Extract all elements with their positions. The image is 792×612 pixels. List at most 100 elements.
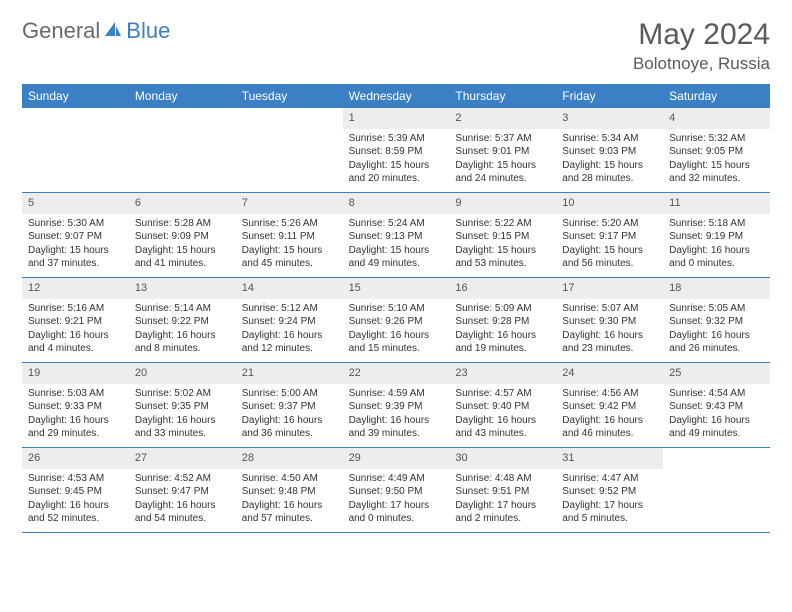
daylight-line-2: and 29 minutes. xyxy=(28,427,123,441)
day-body: Sunrise: 4:49 AMSunset: 9:50 PMDaylight:… xyxy=(343,469,450,531)
day-number: 3 xyxy=(556,108,663,129)
sunset-line: Sunset: 9:13 PM xyxy=(349,230,444,244)
day-cell-25: 25Sunrise: 4:54 AMSunset: 9:43 PMDayligh… xyxy=(663,363,770,447)
daylight-line-1: Daylight: 16 hours xyxy=(28,499,123,513)
sunset-line: Sunset: 9:07 PM xyxy=(28,230,123,244)
daylight-line-1: Daylight: 16 hours xyxy=(28,329,123,343)
day-number: 24 xyxy=(556,363,663,384)
day-number: 20 xyxy=(129,363,236,384)
day-body: Sunrise: 4:48 AMSunset: 9:51 PMDaylight:… xyxy=(449,469,556,531)
day-cell-1: 1Sunrise: 5:39 AMSunset: 8:59 PMDaylight… xyxy=(343,108,450,192)
daylight-line-1: Daylight: 16 hours xyxy=(562,329,657,343)
daylight-line-1: Daylight: 15 hours xyxy=(28,244,123,258)
daylight-line-1: Daylight: 16 hours xyxy=(135,414,230,428)
weekday-wednesday: Wednesday xyxy=(343,84,450,108)
day-cell-empty xyxy=(129,108,236,192)
sunset-line: Sunset: 9:15 PM xyxy=(455,230,550,244)
day-number: 22 xyxy=(343,363,450,384)
daylight-line-2: and 15 minutes. xyxy=(349,342,444,356)
daylight-line-2: and 20 minutes. xyxy=(349,172,444,186)
day-body: Sunrise: 5:18 AMSunset: 9:19 PMDaylight:… xyxy=(663,214,770,276)
day-cell-15: 15Sunrise: 5:10 AMSunset: 9:26 PMDayligh… xyxy=(343,278,450,362)
month-title: May 2024 xyxy=(633,18,770,52)
title-block: May 2024 Bolotnoye, Russia xyxy=(633,18,770,74)
day-number: 21 xyxy=(236,363,343,384)
sunrise-line: Sunrise: 4:59 AM xyxy=(349,387,444,401)
daylight-line-2: and 0 minutes. xyxy=(349,512,444,526)
daylight-line-2: and 0 minutes. xyxy=(669,257,764,271)
day-cell-6: 6Sunrise: 5:28 AMSunset: 9:09 PMDaylight… xyxy=(129,193,236,277)
daylight-line-1: Daylight: 16 hours xyxy=(669,329,764,343)
day-cell-22: 22Sunrise: 4:59 AMSunset: 9:39 PMDayligh… xyxy=(343,363,450,447)
daylight-line-2: and 56 minutes. xyxy=(562,257,657,271)
day-cell-2: 2Sunrise: 5:37 AMSunset: 9:01 PMDaylight… xyxy=(449,108,556,192)
day-body: Sunrise: 5:14 AMSunset: 9:22 PMDaylight:… xyxy=(129,299,236,361)
daylight-line-1: Daylight: 16 hours xyxy=(562,414,657,428)
day-number: 30 xyxy=(449,448,556,469)
sunset-line: Sunset: 9:52 PM xyxy=(562,485,657,499)
sunset-line: Sunset: 9:47 PM xyxy=(135,485,230,499)
day-body: Sunrise: 4:54 AMSunset: 9:43 PMDaylight:… xyxy=(663,384,770,446)
daylight-line-1: Daylight: 15 hours xyxy=(455,244,550,258)
day-cell-7: 7Sunrise: 5:26 AMSunset: 9:11 PMDaylight… xyxy=(236,193,343,277)
day-body: Sunrise: 4:59 AMSunset: 9:39 PMDaylight:… xyxy=(343,384,450,446)
sunset-line: Sunset: 9:03 PM xyxy=(562,145,657,159)
day-body: Sunrise: 5:09 AMSunset: 9:28 PMDaylight:… xyxy=(449,299,556,361)
sunrise-line: Sunrise: 5:26 AM xyxy=(242,217,337,231)
daylight-line-2: and 49 minutes. xyxy=(669,427,764,441)
daylight-line-1: Daylight: 15 hours xyxy=(349,159,444,173)
day-cell-24: 24Sunrise: 4:56 AMSunset: 9:42 PMDayligh… xyxy=(556,363,663,447)
day-cell-21: 21Sunrise: 5:00 AMSunset: 9:37 PMDayligh… xyxy=(236,363,343,447)
week-row: 26Sunrise: 4:53 AMSunset: 9:45 PMDayligh… xyxy=(22,448,770,533)
day-body: Sunrise: 5:10 AMSunset: 9:26 PMDaylight:… xyxy=(343,299,450,361)
day-cell-17: 17Sunrise: 5:07 AMSunset: 9:30 PMDayligh… xyxy=(556,278,663,362)
day-body: Sunrise: 5:24 AMSunset: 9:13 PMDaylight:… xyxy=(343,214,450,276)
day-body: Sunrise: 5:37 AMSunset: 9:01 PMDaylight:… xyxy=(449,129,556,191)
day-number: 16 xyxy=(449,278,556,299)
daylight-line-2: and 33 minutes. xyxy=(135,427,230,441)
sunset-line: Sunset: 9:43 PM xyxy=(669,400,764,414)
daylight-line-2: and 57 minutes. xyxy=(242,512,337,526)
day-cell-5: 5Sunrise: 5:30 AMSunset: 9:07 PMDaylight… xyxy=(22,193,129,277)
week-row: 5Sunrise: 5:30 AMSunset: 9:07 PMDaylight… xyxy=(22,193,770,278)
day-body: Sunrise: 5:30 AMSunset: 9:07 PMDaylight:… xyxy=(22,214,129,276)
daylight-line-1: Daylight: 16 hours xyxy=(28,414,123,428)
day-number: 9 xyxy=(449,193,556,214)
logo-text-general: General xyxy=(22,18,100,44)
day-number: 5 xyxy=(22,193,129,214)
day-cell-11: 11Sunrise: 5:18 AMSunset: 9:19 PMDayligh… xyxy=(663,193,770,277)
day-body: Sunrise: 4:47 AMSunset: 9:52 PMDaylight:… xyxy=(556,469,663,531)
daylight-line-2: and 54 minutes. xyxy=(135,512,230,526)
day-cell-30: 30Sunrise: 4:48 AMSunset: 9:51 PMDayligh… xyxy=(449,448,556,532)
sunrise-line: Sunrise: 5:09 AM xyxy=(455,302,550,316)
day-number: 19 xyxy=(22,363,129,384)
weekday-monday: Monday xyxy=(129,84,236,108)
day-number: 31 xyxy=(556,448,663,469)
daylight-line-2: and 41 minutes. xyxy=(135,257,230,271)
day-number: 8 xyxy=(343,193,450,214)
sunset-line: Sunset: 9:39 PM xyxy=(349,400,444,414)
sunset-line: Sunset: 9:17 PM xyxy=(562,230,657,244)
sunset-line: Sunset: 9:33 PM xyxy=(28,400,123,414)
weekday-thursday: Thursday xyxy=(449,84,556,108)
sunrise-line: Sunrise: 5:22 AM xyxy=(455,217,550,231)
day-cell-14: 14Sunrise: 5:12 AMSunset: 9:24 PMDayligh… xyxy=(236,278,343,362)
day-body: Sunrise: 5:02 AMSunset: 9:35 PMDaylight:… xyxy=(129,384,236,446)
daylight-line-2: and 39 minutes. xyxy=(349,427,444,441)
sunset-line: Sunset: 9:28 PM xyxy=(455,315,550,329)
sunrise-line: Sunrise: 4:56 AM xyxy=(562,387,657,401)
sunset-line: Sunset: 9:26 PM xyxy=(349,315,444,329)
day-number: 18 xyxy=(663,278,770,299)
day-cell-empty xyxy=(236,108,343,192)
sunrise-line: Sunrise: 5:18 AM xyxy=(669,217,764,231)
logo: General Blue xyxy=(22,18,170,44)
logo-text-blue: Blue xyxy=(126,18,170,44)
day-number: 23 xyxy=(449,363,556,384)
sunrise-line: Sunrise: 5:24 AM xyxy=(349,217,444,231)
daylight-line-2: and 46 minutes. xyxy=(562,427,657,441)
day-cell-19: 19Sunrise: 5:03 AMSunset: 9:33 PMDayligh… xyxy=(22,363,129,447)
sunrise-line: Sunrise: 5:07 AM xyxy=(562,302,657,316)
daylight-line-1: Daylight: 15 hours xyxy=(242,244,337,258)
calendar: SundayMondayTuesdayWednesdayThursdayFrid… xyxy=(22,84,770,533)
daylight-line-2: and 43 minutes. xyxy=(455,427,550,441)
